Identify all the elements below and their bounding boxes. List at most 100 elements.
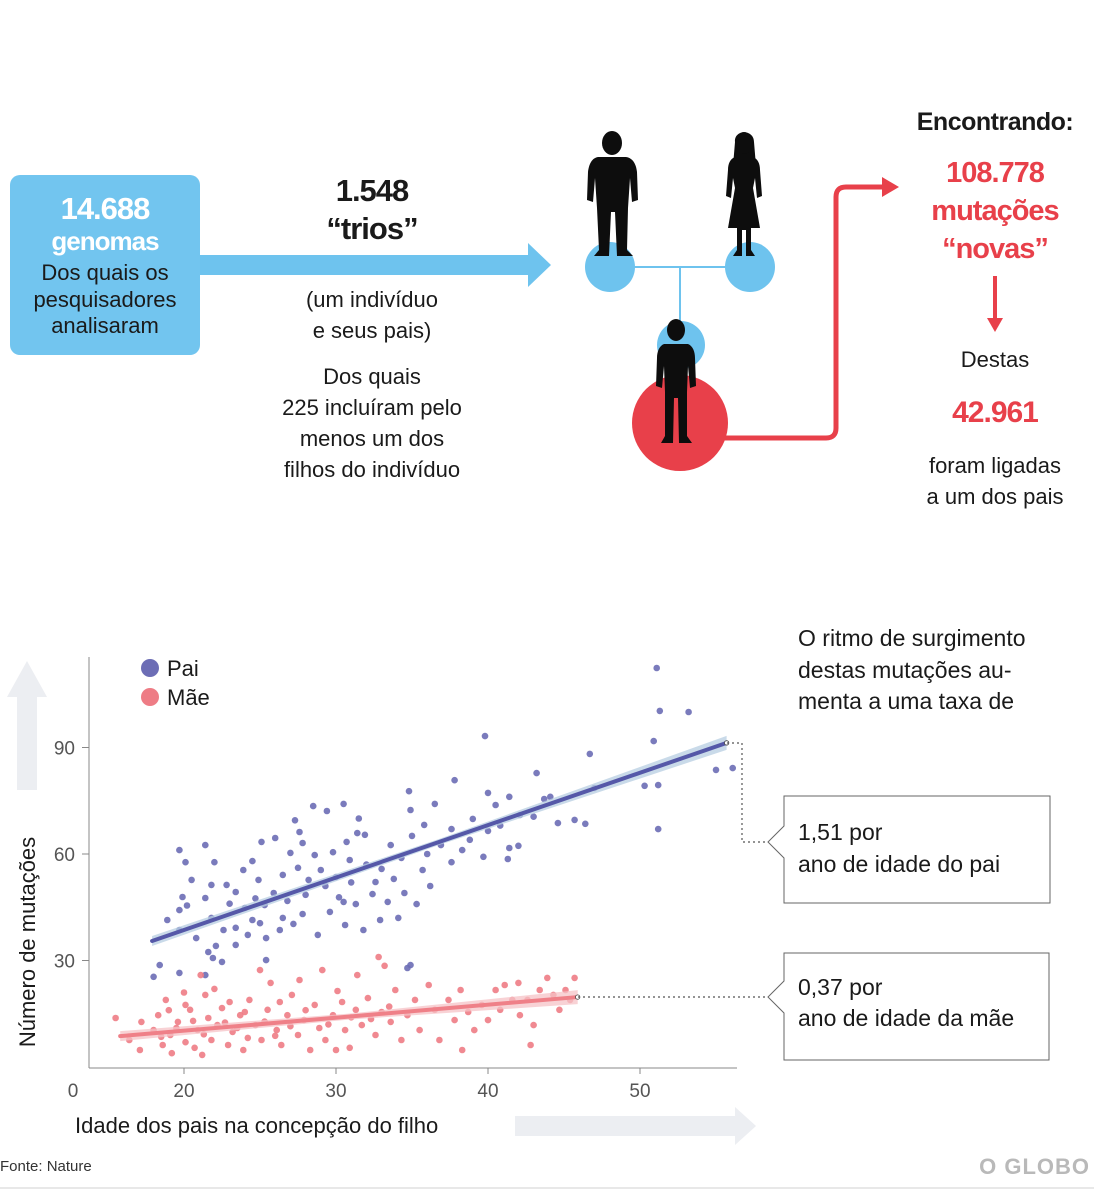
mae-point [530,1021,537,1029]
mae-point [332,1046,340,1054]
pai-point [294,864,302,872]
trios-arrow [198,243,551,287]
mae-point [162,996,170,1004]
pai-point [279,914,287,922]
pai-trend-line [150,740,729,943]
pai-point [641,782,648,790]
pai-point [302,891,309,899]
child-icon [656,319,696,443]
pai-point [220,926,227,934]
findings-arrow [700,177,899,441]
pai-point [317,866,325,874]
pai-point [346,856,354,864]
mae-point [241,1008,249,1016]
pai-point [554,819,562,827]
pai-point [258,838,265,846]
pai-point [244,931,252,939]
pai-point [530,813,537,820]
mae-point [334,987,341,995]
x-tick-label: 50 [629,1081,650,1102]
mae-point [246,996,253,1004]
pai-rate-value: 1,51 por [798,819,883,845]
linked-line: a um dos pais [926,484,1064,509]
pai-point [150,973,157,981]
pai-point [156,961,163,969]
down-arrow-head [987,318,1003,332]
mae-point [544,974,551,982]
mae-point [515,979,522,987]
linked-count: 42.961 [952,396,1039,429]
y-tick-label: 90 [54,739,75,760]
mae-series [112,953,581,1059]
mae-point [358,1021,366,1029]
publisher-logo: O GLOBO [979,1154,1090,1179]
mae-point [492,986,499,994]
pai-point [484,789,492,797]
pai-callout-box [767,795,1051,904]
pai-point [492,801,499,809]
mae-point [458,1046,466,1054]
trios-count: 1.548 [335,173,410,208]
genomes-box: 14.688 genomas Dos quais os pesquisadore… [10,175,200,355]
pai-point [232,888,239,896]
pai-point [176,846,183,854]
pai-rate-annotation: 1,51 por ano de idade do pai [798,816,1043,880]
mae-rate-annotation: 0,37 por ano de idade da mãe [798,972,1043,1034]
mae-rate-unit: ano de idade da mãe [798,1005,1015,1031]
pai-point [287,849,294,857]
pai-point [329,848,337,856]
y-tick-label: 30 [54,952,75,973]
mae-point [451,1016,458,1024]
mae-point [392,986,399,994]
pai-point [729,764,736,772]
trios-subset-line: filhos do indivíduo [283,457,461,482]
mae-point [471,1026,478,1034]
pai-point [218,958,226,966]
mae-rate-value: 0,37 por [798,974,883,1000]
linked-line: foram ligadas [928,453,1062,478]
chart-intro-line: O ritmo de surgimento [798,625,1026,651]
down-arrow [987,276,1003,332]
mae-point [352,1006,360,1014]
mae-point [294,1031,302,1039]
pai-point [405,787,413,795]
pai-point [226,900,233,907]
pai-point [262,956,270,964]
pai-point [426,882,434,890]
legend: Pai Mãe [141,656,210,710]
mae-point [186,1006,194,1014]
mae-point [226,998,233,1006]
pai-point [408,832,416,840]
mae-point [306,1046,314,1054]
pai-point [378,865,385,873]
pai-point [423,850,431,858]
mae-point [267,979,274,987]
pai-series [150,664,736,981]
mae-point [571,974,578,982]
trios-description: (um indivíduo e seus pais) [222,284,522,346]
pai-point [296,828,303,836]
x-tick-label: 20 [173,1081,194,1102]
mae-point [385,1003,393,1010]
mae-point [256,966,264,974]
mae-point [501,981,509,989]
mae-point [236,1011,244,1019]
mae-point [457,986,464,994]
mae-point [154,1011,162,1019]
pai-point [480,853,487,861]
pai-point [654,825,662,833]
pai-point [481,732,489,740]
pai-point [369,890,376,898]
mae-point [284,1011,291,1019]
new-mutations-count: 108.778 [946,157,1045,189]
pai-point [311,851,319,859]
pai-point [323,807,331,815]
trios-heading: 1.548 “trios” [272,172,472,248]
mae-point [165,1006,173,1014]
pai-point [656,707,664,715]
pai-point [202,971,209,979]
mae-point [322,1036,329,1044]
trios-desc-line: e seus pais) [312,318,432,343]
pai-point [335,894,343,901]
findings-arrow-line [700,184,884,441]
